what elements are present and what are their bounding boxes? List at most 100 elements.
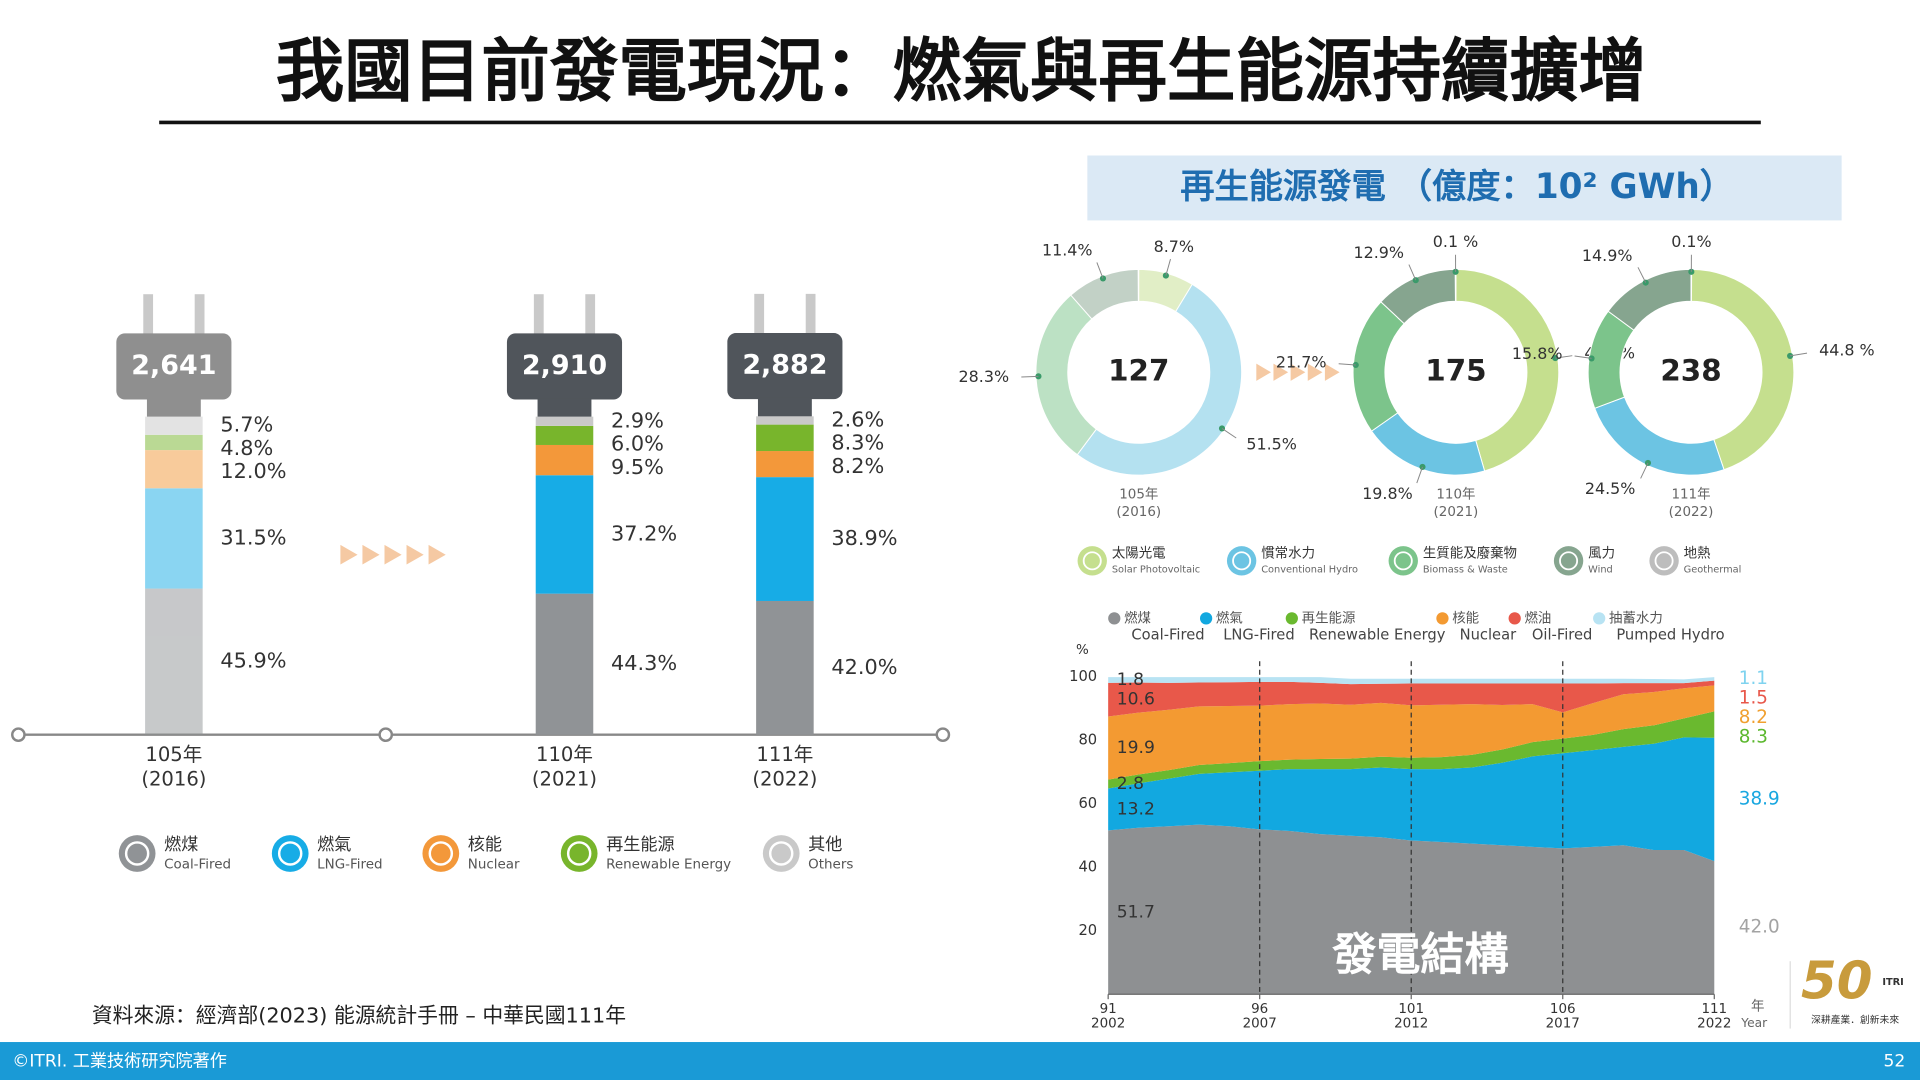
data-label: 44.8 % (1819, 341, 1875, 360)
leader-line (1640, 462, 1649, 479)
legend-label-en: Wind (1588, 564, 1613, 575)
donut-title: 再生能源發電 （億度：10² GWh） (1180, 167, 1734, 207)
logo-number: 50 (1801, 951, 1873, 1011)
x-tick-sublabel: (2022) (752, 768, 817, 791)
footer-text: ©ITRI. 工業技術研究院著作 (12, 1052, 227, 1072)
arrow (1273, 363, 1289, 381)
start-label: 10.6 (1117, 690, 1155, 710)
data-label: 2.9% (611, 408, 664, 432)
plug-neck (537, 398, 592, 417)
x-tick-label: 2012 (1394, 1017, 1428, 1032)
x-tick-roc: 111 (1701, 1002, 1727, 1017)
bar-segment (756, 477, 814, 601)
label-dot (1162, 272, 1169, 279)
bar-segment (145, 588, 203, 735)
y-tick-label: 100 (1069, 668, 1097, 685)
legend-label-en: Geothermal (1684, 564, 1742, 575)
arrow (428, 544, 446, 565)
leader-line (1637, 267, 1647, 283)
legend-icon-ring (566, 841, 592, 866)
data-label: 12.0% (220, 459, 286, 483)
plug: 2,641 (116, 294, 232, 417)
data-label: 9.5% (611, 455, 664, 479)
legend-label-en: LNG-Fired (1223, 627, 1294, 644)
plug-neck (757, 397, 812, 417)
legend-label: 生質能及廢棄物 (1423, 545, 1517, 561)
arrows-donut (1256, 363, 1340, 381)
legend-label: 抽蓄水力 (1609, 610, 1663, 626)
leader-line (1096, 262, 1104, 279)
donut-label: 111年 (1671, 487, 1710, 503)
x-tick-sublabel: (2021) (532, 768, 597, 791)
x-unit: 年 (1751, 999, 1764, 1015)
legend-icon (1200, 612, 1213, 625)
logo-name: ITRI (1882, 977, 1903, 988)
start-label: 51.7 (1117, 902, 1155, 922)
legend-label: 燃氣 (1216, 609, 1243, 626)
y-tick-label: 80 (1078, 732, 1097, 749)
x-tick-label: 2002 (1091, 1017, 1125, 1032)
plug-body (506, 333, 623, 400)
x-tick-sublabel: (2016) (141, 768, 206, 791)
data-label: 8.3% (831, 431, 884, 455)
legend-label-en: Nuclear (468, 857, 520, 872)
data-label: 0.1% (1671, 232, 1711, 251)
data-label: 0.1 % (1433, 232, 1478, 251)
legend-icon (1077, 546, 1107, 576)
plug-prong (194, 294, 205, 339)
donut-segment (1070, 268, 1139, 320)
legend-icon (1388, 546, 1418, 576)
legend-label: 風力 (1588, 545, 1615, 561)
bar-segment (145, 434, 203, 451)
leader-line (1021, 375, 1039, 378)
bar-segment (535, 593, 594, 735)
plug-body (116, 333, 232, 400)
legend-label-en: Nuclear (1460, 627, 1517, 644)
data-label: 19.8% (1362, 484, 1413, 503)
legend-icon-ring (1654, 551, 1674, 571)
legend-label-en: Renewable Energy (1309, 627, 1446, 644)
data-label: 11.4% (1042, 240, 1093, 259)
plug-prong (533, 294, 544, 339)
plug-body (727, 333, 843, 400)
donut-label: 110年 (1436, 487, 1475, 503)
plug-prong (805, 293, 816, 338)
legend-label: 核能 (468, 835, 502, 855)
legend-icon (1553, 546, 1584, 576)
start-label: 19.9 (1117, 738, 1155, 758)
legend-label-en: Coal-Fired (164, 857, 231, 872)
data-label: 14.9% (1582, 246, 1633, 265)
donut-segment (1690, 268, 1795, 471)
legend-icon-ring (768, 841, 794, 866)
data-label: 4.8% (220, 436, 273, 460)
x-tick-label: 105年 (145, 743, 202, 766)
legend-label: 燃煤 (164, 835, 198, 855)
bar-group (145, 416, 203, 735)
legend-label: 再生能源 (1302, 610, 1356, 626)
arrow (362, 544, 380, 565)
legend-label: 地熱 (1684, 545, 1711, 561)
end-label: 1.5 (1739, 687, 1768, 708)
legend-icon (118, 835, 156, 872)
slide-title: 我國目前發電現況：燃氣與再生能源持續擴增 (276, 32, 1647, 112)
data-label: 2.6% (831, 407, 884, 431)
data-label: 6.0% (611, 432, 664, 456)
legend-icon-ring (428, 841, 454, 866)
leader-line (1165, 258, 1171, 276)
start-label: 2.8 (1117, 774, 1144, 794)
x-tick-roc: 91 (1100, 1002, 1117, 1017)
legend-icon (1649, 546, 1679, 576)
arrow (1307, 363, 1323, 381)
plug: 2,882 (727, 293, 843, 417)
legend-label: 燃氣 (317, 835, 351, 855)
bar-segment (535, 416, 594, 426)
bar-segment (756, 416, 814, 425)
x-tick-roc: 101 (1398, 1002, 1424, 1017)
legend-label: 再生能源 (606, 835, 675, 855)
leader-line (1338, 363, 1356, 366)
chart-title: 發電結構 (1331, 930, 1508, 981)
x-tick-label: 2007 (1243, 1017, 1277, 1032)
source-note: 資料來源：經濟部(2023) 能源統計手冊 – 中華民國111年 (92, 1003, 626, 1027)
axis-node (11, 727, 26, 743)
arrow (406, 544, 424, 565)
